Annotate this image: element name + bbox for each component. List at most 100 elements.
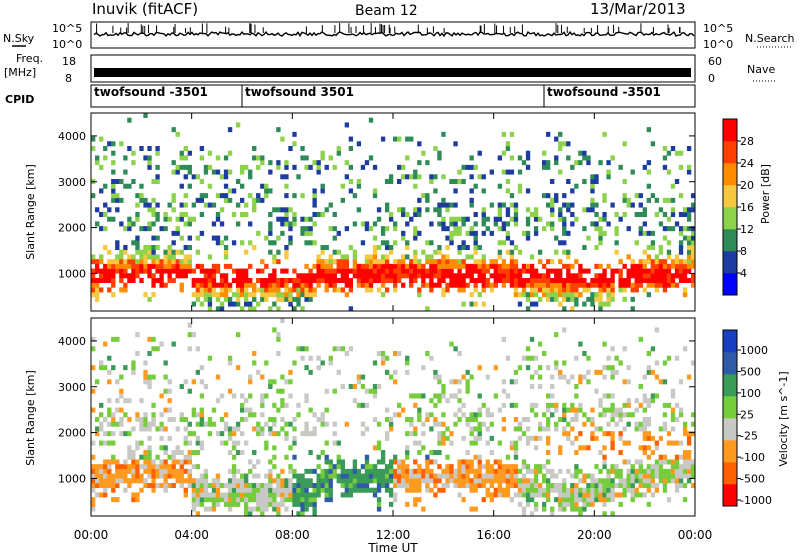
data-cell [690, 464, 696, 470]
data-cell [292, 164, 297, 170]
data-cell [582, 155, 587, 161]
data-cell [171, 207, 176, 213]
data-cell [546, 478, 551, 484]
data-cell [364, 221, 370, 227]
data-cell [360, 483, 366, 489]
data-cell [384, 417, 390, 423]
data-cell [308, 216, 313, 222]
data-cell [115, 468, 120, 474]
data-cell [570, 487, 575, 493]
data-cell [348, 473, 354, 479]
data-cell [401, 268, 406, 274]
data-cell [284, 435, 289, 441]
data-cell [219, 240, 225, 246]
data-cell [602, 454, 607, 460]
data-cell [529, 402, 535, 408]
data-cell [123, 478, 128, 484]
data-cell [546, 131, 551, 137]
data-cell [554, 473, 559, 479]
data-cell [469, 478, 474, 484]
data-cell [658, 426, 664, 432]
data-cell [554, 421, 559, 427]
data-cell [570, 426, 575, 432]
data-cell [260, 292, 265, 298]
data-cell [135, 235, 140, 241]
data-cell [139, 440, 144, 446]
data-cell [429, 450, 434, 456]
data-cell [316, 169, 321, 175]
data-cell [203, 421, 209, 427]
data-cell [119, 421, 124, 427]
data-cell [646, 292, 652, 298]
data-cell [546, 259, 551, 265]
data-cell [525, 478, 531, 484]
data-cell [517, 478, 523, 484]
data-cell [521, 160, 527, 166]
data-cell [409, 282, 414, 288]
data-cell [421, 249, 426, 255]
data-cell [264, 501, 269, 507]
data-cell [509, 193, 515, 199]
data-cell [191, 292, 196, 298]
data-cell [284, 268, 289, 274]
data-cell [562, 141, 567, 147]
data-cell [159, 426, 164, 432]
data-cell [541, 263, 547, 269]
data-cell [554, 487, 559, 493]
data-cell [227, 188, 233, 194]
data-cell [252, 464, 257, 470]
data-cell [558, 240, 563, 246]
data-cell [610, 365, 615, 371]
data-cell [646, 268, 652, 274]
data-cell [119, 249, 124, 255]
data-cell [235, 440, 241, 446]
data-cell [376, 421, 382, 427]
data-cell [276, 207, 281, 213]
data-cell [558, 506, 563, 512]
data-cell [223, 169, 229, 175]
data-cell [175, 459, 180, 465]
data-cell [445, 235, 450, 241]
data-cell [268, 160, 273, 166]
data-cell [642, 393, 647, 399]
data-cell [574, 468, 579, 474]
data-cell [393, 454, 398, 460]
data-cell [562, 360, 567, 366]
data-cell [578, 492, 583, 498]
station-title: Inuvik (fitACF) [92, 0, 198, 18]
data-cell [622, 459, 627, 465]
data-cell [328, 487, 333, 493]
data-cell [433, 393, 438, 399]
data-cell [103, 183, 108, 189]
data-cell [445, 202, 450, 208]
data-cell [562, 278, 567, 284]
data-cell [646, 478, 652, 484]
data-cell [219, 431, 225, 437]
data-cell [292, 492, 297, 498]
data-cell [602, 197, 607, 203]
data-cell [95, 468, 100, 474]
data-cell [429, 263, 434, 269]
data-cell [135, 473, 140, 479]
data-cell [578, 402, 583, 408]
data-cell [372, 245, 378, 251]
data-cell [372, 235, 378, 241]
data-cell [602, 301, 607, 307]
data-cell [203, 278, 209, 284]
data-cell [602, 282, 607, 288]
data-cell [505, 393, 511, 399]
data-cell [537, 296, 543, 302]
data-cell [248, 292, 253, 298]
data-cell [546, 278, 551, 284]
data-cell [618, 164, 623, 170]
data-cell [304, 296, 309, 302]
data-cell [207, 492, 213, 498]
data-cell [646, 487, 652, 493]
data-cell [586, 497, 591, 503]
data-cell [650, 263, 656, 269]
data-cell [171, 278, 176, 284]
data-cell [320, 478, 325, 484]
data-cell [582, 287, 587, 293]
data-cell [493, 478, 498, 484]
